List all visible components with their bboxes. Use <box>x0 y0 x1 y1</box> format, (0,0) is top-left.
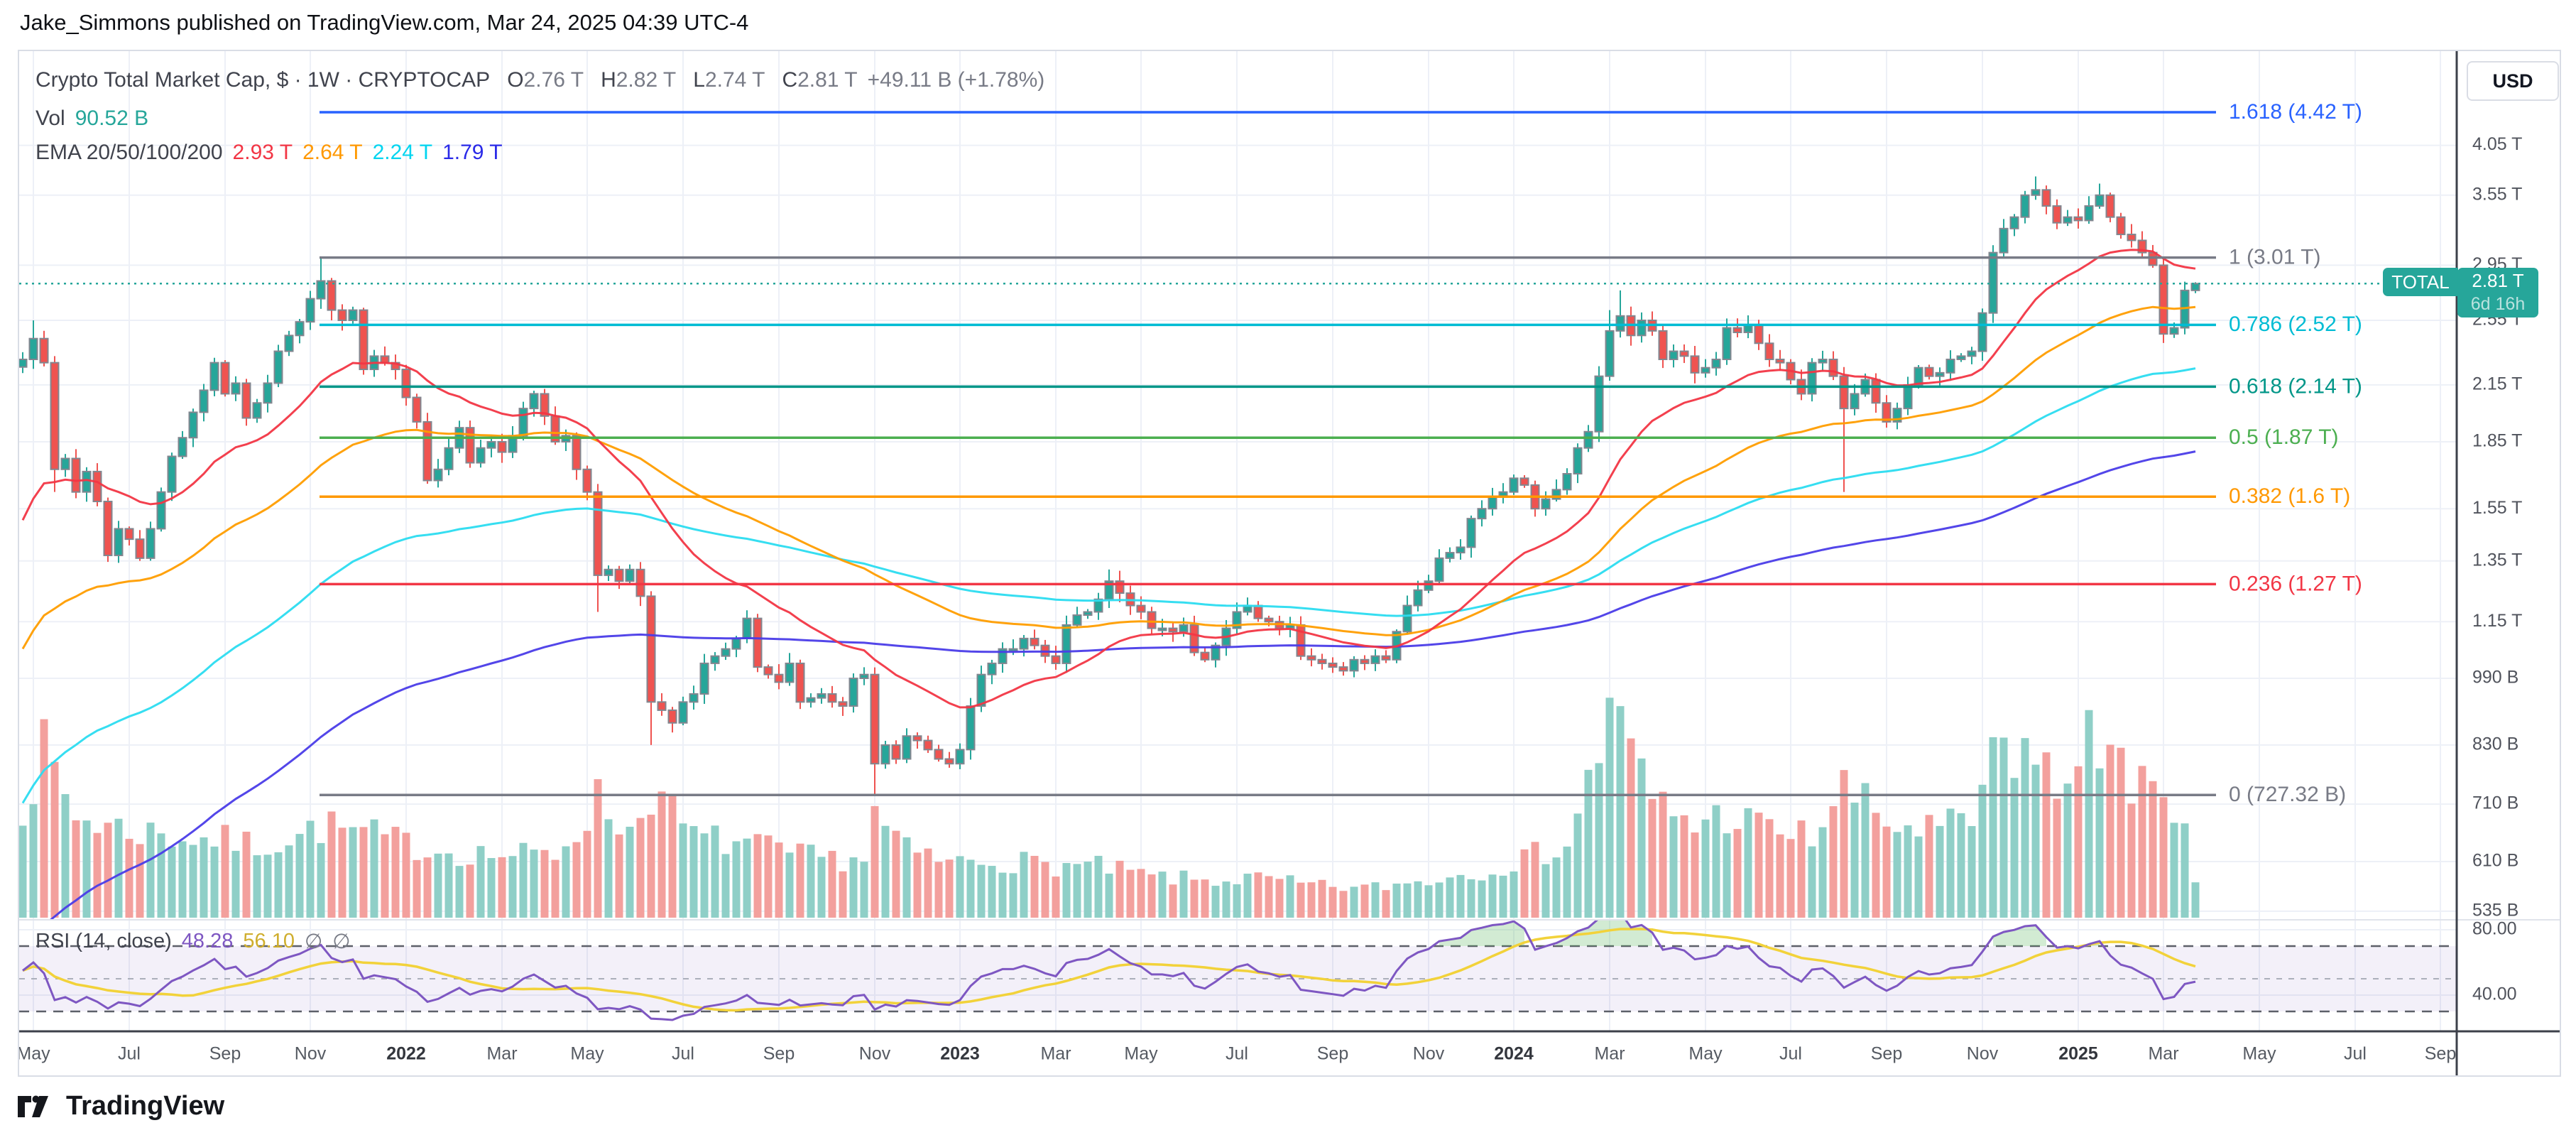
time-tick-year[interactable]: 2023 <box>940 1044 980 1064</box>
time-tick-month[interactable]: Jul <box>2344 1044 2367 1064</box>
fib-label-0.382: 0.382 (1.6 T) <box>2229 484 2350 508</box>
price-axis[interactable]: 4.05 T3.55 T2.95 T2.55 T2.15 T1.85 T1.55… <box>2472 134 2522 1004</box>
time-tick-month[interactable]: Sep <box>1317 1044 1348 1064</box>
price-tick: 1.55 T <box>2472 498 2522 518</box>
rsi-ma-line <box>22 928 2196 1012</box>
price-tick: 1.35 T <box>2472 550 2522 570</box>
fib-label-1: 1 (3.01 T) <box>2229 246 2321 269</box>
footer: TradingView <box>18 1091 224 1122</box>
price-tick: 990 B <box>2472 668 2518 688</box>
price-tick: 830 B <box>2472 734 2518 754</box>
rsi-tick: 80.00 <box>2472 919 2517 939</box>
time-tick-year[interactable]: 2024 <box>1494 1044 1534 1064</box>
fib-label-0.236: 0.236 (1.27 T) <box>2229 572 2362 595</box>
time-tick-month[interactable]: Sep <box>763 1044 795 1064</box>
time-tick-month[interactable]: Mar <box>1594 1044 1625 1064</box>
time-tick-year[interactable]: 2025 <box>2058 1044 2098 1064</box>
time-tick-month[interactable]: Jul <box>1226 1044 1248 1064</box>
currency-toggle-button[interactable]: USD <box>2467 61 2559 101</box>
price-tick: 1.15 T <box>2472 611 2522 631</box>
fib-label-0.618: 0.618 (2.14 T) <box>2229 374 2362 398</box>
price-tick: 4.05 T <box>2472 134 2522 154</box>
rsi-line <box>22 920 2196 1021</box>
time-tick-month[interactable]: Nov <box>1967 1044 1999 1064</box>
time-tick-month[interactable]: Jul <box>672 1044 694 1064</box>
price-line-symbol-badge: TOTAL <box>2383 268 2458 296</box>
time-tick-month[interactable]: Mar <box>1040 1044 1071 1064</box>
chart-card: May Jul Sep Nov 2022 Mar May Jul Sep Nov 2023 Mar Ma… <box>18 50 2561 1077</box>
tradingview-logo-icon[interactable] <box>18 1095 55 1119</box>
price-axis-badge: 2.81 T 6d 16h <box>2457 268 2538 317</box>
bar-countdown: 6d 16h <box>2470 294 2526 314</box>
fib-label-1.618: 1.618 (4.42 T) <box>2229 100 2362 124</box>
time-tick-month[interactable]: Jul <box>118 1044 141 1064</box>
time-axis[interactable]: May Jul Sep Nov 2022 Mar May Jul Sep Nov 2023 Mar Ma… <box>19 1044 2456 1064</box>
time-tick-month[interactable]: Sep <box>2425 1044 2456 1064</box>
time-tick-month[interactable]: Nov <box>859 1044 891 1064</box>
time-tick-month[interactable]: May <box>19 1044 50 1064</box>
ema-lines <box>21 249 2196 920</box>
ema100-line <box>21 367 2196 804</box>
time-tick-month[interactable]: May <box>2242 1044 2276 1064</box>
time-tick-month[interactable]: Sep <box>1871 1044 1902 1064</box>
candles <box>19 176 2200 796</box>
time-tick-month[interactable]: Nov <box>1413 1044 1445 1064</box>
time-tick-month[interactable]: May <box>1124 1044 1158 1064</box>
time-tick-year[interactable]: 2022 <box>386 1044 426 1064</box>
brand-name: TradingView <box>66 1091 225 1121</box>
ema200-line <box>49 450 2196 920</box>
time-tick-month[interactable]: Nov <box>295 1044 327 1064</box>
publish-header: Jake_Simmons published on TradingView.co… <box>20 10 749 35</box>
time-tick-month[interactable]: Mar <box>2148 1044 2178 1064</box>
price-tick: 3.55 T <box>2472 184 2522 204</box>
price-tick: 1.85 T <box>2472 431 2522 451</box>
last-price: 2.81 T <box>2472 270 2524 291</box>
ema20-line <box>21 249 2196 709</box>
price-tick: 2.15 T <box>2472 374 2522 394</box>
fib-label-0.786: 0.786 (2.52 T) <box>2229 313 2362 336</box>
time-tick-month[interactable]: May <box>1688 1044 1723 1064</box>
rsi-pane <box>19 920 2457 1021</box>
price-tick: 535 B <box>2472 900 2518 920</box>
time-tick-month[interactable]: Jul <box>1779 1044 1802 1064</box>
fib-retracement: 1.618 (4.42 T) 1 (3.01 T) 0.786 (2.52 T) 0.… <box>320 100 2362 806</box>
fib-label-0.5: 0.5 (1.87 T) <box>2229 425 2339 449</box>
time-tick-month[interactable]: May <box>570 1044 604 1064</box>
time-tick-month[interactable]: Sep <box>209 1044 241 1064</box>
rsi-tick: 40.00 <box>2472 984 2517 1004</box>
chart-canvas[interactable]: May Jul Sep Nov 2022 Mar May Jul Sep Nov 2023 Mar Ma… <box>19 51 2560 1075</box>
price-tick: 710 B <box>2472 793 2518 813</box>
time-tick-month[interactable]: Mar <box>486 1044 517 1064</box>
fib-label-0: 0 (727.32 B) <box>2229 783 2346 806</box>
volume-bars <box>19 697 2200 918</box>
ema50-line <box>21 305 2196 650</box>
price-tick: 610 B <box>2472 851 2518 871</box>
